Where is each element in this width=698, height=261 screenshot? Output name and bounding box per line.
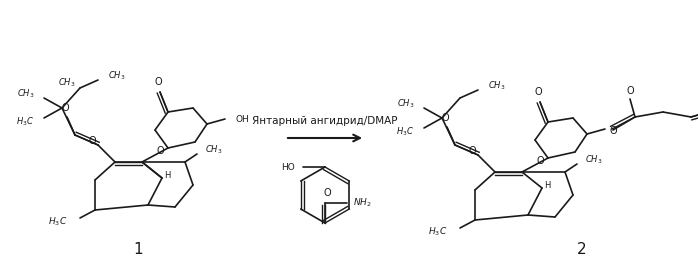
Text: HO: HO [281,163,295,171]
Text: $CH_3$: $CH_3$ [17,88,34,100]
Text: O: O [61,103,69,113]
Text: $H_3C$: $H_3C$ [47,216,67,228]
Text: $H_3C$: $H_3C$ [16,116,34,128]
Text: OH: OH [235,115,248,123]
Text: O: O [626,86,634,96]
Text: $NH_2$: $NH_2$ [353,197,372,209]
Text: Янтарный ангидрид/DMAP: Янтарный ангидрид/DMAP [252,116,398,126]
Text: 1: 1 [133,242,143,258]
Text: $CH_3$: $CH_3$ [488,80,505,92]
Text: $CH_3$: $CH_3$ [585,154,602,166]
Text: O: O [88,136,96,146]
Text: $CH_3$: $CH_3$ [205,144,223,156]
Text: O: O [154,77,162,87]
Text: O: O [156,146,164,156]
Text: H: H [164,170,170,180]
Text: $H_3C$: $H_3C$ [396,126,414,138]
Text: O: O [534,87,542,97]
Text: O: O [441,113,449,123]
Text: H: H [544,181,550,189]
Text: O: O [468,146,476,156]
Text: 2: 2 [577,242,587,258]
Text: $H_3C$: $H_3C$ [428,226,447,238]
Text: $CH_3$: $CH_3$ [396,98,414,110]
Text: O: O [610,126,618,136]
Text: O: O [536,156,544,166]
Text: $CH_3$: $CH_3$ [58,77,75,89]
Text: $CH_3$: $CH_3$ [108,70,126,82]
Text: O: O [323,188,331,198]
